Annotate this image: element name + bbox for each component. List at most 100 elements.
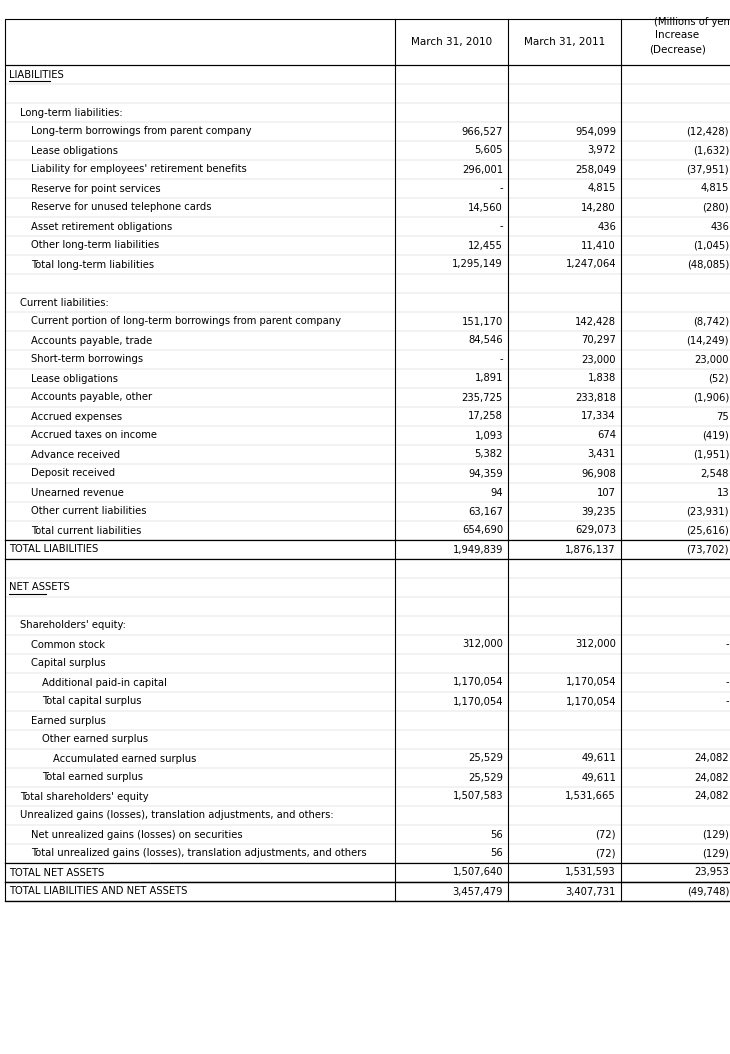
Text: 966,527: 966,527 xyxy=(461,126,503,137)
Text: Total capital surplus: Total capital surplus xyxy=(42,697,142,706)
Text: 23,000: 23,000 xyxy=(694,354,729,365)
Text: (129): (129) xyxy=(702,848,729,859)
Text: 3,457,479: 3,457,479 xyxy=(453,886,503,897)
Text: 24,082: 24,082 xyxy=(694,792,729,801)
Text: 1,531,665: 1,531,665 xyxy=(565,792,616,801)
Text: Common stock: Common stock xyxy=(31,640,105,649)
Text: 233,818: 233,818 xyxy=(575,392,616,403)
Text: Accounts payable, other: Accounts payable, other xyxy=(31,392,152,403)
Text: 107: 107 xyxy=(597,488,616,497)
Text: 94: 94 xyxy=(491,488,503,497)
Text: 84,546: 84,546 xyxy=(469,335,503,346)
Text: 1,949,839: 1,949,839 xyxy=(453,545,503,554)
Text: Liability for employees' retirement benefits: Liability for employees' retirement bene… xyxy=(31,164,247,175)
Text: Total unrealized gains (losses), translation adjustments, and others: Total unrealized gains (losses), transla… xyxy=(31,848,366,859)
Text: 1,170,054: 1,170,054 xyxy=(453,678,503,687)
Text: 56: 56 xyxy=(491,829,503,839)
Text: (72): (72) xyxy=(596,848,616,859)
Text: 1,876,137: 1,876,137 xyxy=(565,545,616,554)
Text: 954,099: 954,099 xyxy=(575,126,616,137)
Text: Capital surplus: Capital surplus xyxy=(31,659,106,668)
Text: TOTAL LIABILITIES: TOTAL LIABILITIES xyxy=(9,545,99,554)
Text: 142,428: 142,428 xyxy=(575,316,616,327)
Text: 1,247,064: 1,247,064 xyxy=(566,259,616,270)
Text: (1,951): (1,951) xyxy=(693,449,729,460)
Text: 1,531,593: 1,531,593 xyxy=(565,867,616,878)
Text: -: - xyxy=(499,354,503,365)
Text: 4,815: 4,815 xyxy=(701,183,729,194)
Text: (419): (419) xyxy=(702,430,729,441)
Text: 1,507,583: 1,507,583 xyxy=(453,792,503,801)
Text: 49,611: 49,611 xyxy=(581,754,616,763)
Text: 235,725: 235,725 xyxy=(462,392,503,403)
Text: 1,507,640: 1,507,640 xyxy=(453,867,503,878)
Text: 13: 13 xyxy=(716,488,729,497)
Text: 75: 75 xyxy=(716,411,729,422)
Text: 654,690: 654,690 xyxy=(462,526,503,535)
Text: 96,908: 96,908 xyxy=(581,468,616,479)
Text: Current portion of long-term borrowings from parent company: Current portion of long-term borrowings … xyxy=(31,316,341,327)
Text: 1,170,054: 1,170,054 xyxy=(453,697,503,706)
Text: Total earned surplus: Total earned surplus xyxy=(42,773,143,782)
Text: 5,605: 5,605 xyxy=(474,145,503,156)
Text: March 31, 2011: March 31, 2011 xyxy=(524,37,605,47)
Text: Lease obligations: Lease obligations xyxy=(31,373,118,384)
Bar xyxy=(5,19,730,65)
Text: Asset retirement obligations: Asset retirement obligations xyxy=(31,221,172,232)
Text: 24,082: 24,082 xyxy=(694,773,729,782)
Text: Increase
(Decrease): Increase (Decrease) xyxy=(649,30,706,54)
Text: Reserve for point services: Reserve for point services xyxy=(31,183,161,194)
Text: Accrued expenses: Accrued expenses xyxy=(31,411,122,422)
Text: 2,548: 2,548 xyxy=(701,468,729,479)
Text: Long-term borrowings from parent company: Long-term borrowings from parent company xyxy=(31,126,252,137)
Text: March 31, 2010: March 31, 2010 xyxy=(411,37,492,47)
Text: (52): (52) xyxy=(709,373,729,384)
Text: Earned surplus: Earned surplus xyxy=(31,716,106,725)
Text: (37,951): (37,951) xyxy=(686,164,729,175)
Text: Accumulated earned surplus: Accumulated earned surplus xyxy=(53,754,196,763)
Text: (1,045): (1,045) xyxy=(693,240,729,251)
Text: Additional paid-in capital: Additional paid-in capital xyxy=(42,678,167,687)
Text: (1,632): (1,632) xyxy=(693,145,729,156)
Text: 49,611: 49,611 xyxy=(581,773,616,782)
Text: 5,382: 5,382 xyxy=(474,449,503,460)
Text: Total long-term liabilities: Total long-term liabilities xyxy=(31,259,154,270)
Text: Deposit received: Deposit received xyxy=(31,468,115,479)
Text: (14,249): (14,249) xyxy=(686,335,729,346)
Text: Short-term borrowings: Short-term borrowings xyxy=(31,354,143,365)
Text: Advance received: Advance received xyxy=(31,449,120,460)
Text: 23,000: 23,000 xyxy=(582,354,616,365)
Text: 312,000: 312,000 xyxy=(462,640,503,649)
Text: Long-term liabilities:: Long-term liabilities: xyxy=(20,108,123,117)
Text: 25,529: 25,529 xyxy=(468,773,503,782)
Text: -: - xyxy=(499,183,503,194)
Text: 296,001: 296,001 xyxy=(462,164,503,175)
Text: 312,000: 312,000 xyxy=(575,640,616,649)
Text: 1,891: 1,891 xyxy=(474,373,503,384)
Text: 63,167: 63,167 xyxy=(468,507,503,516)
Text: 94,359: 94,359 xyxy=(468,468,503,479)
Text: (1,906): (1,906) xyxy=(693,392,729,403)
Text: 70,297: 70,297 xyxy=(581,335,616,346)
Text: 1,170,054: 1,170,054 xyxy=(566,678,616,687)
Text: (129): (129) xyxy=(702,829,729,839)
Text: Unearned revenue: Unearned revenue xyxy=(31,488,124,497)
Text: -: - xyxy=(726,678,729,687)
Text: 12,455: 12,455 xyxy=(468,240,503,251)
Text: 3,972: 3,972 xyxy=(588,145,616,156)
Text: (12,428): (12,428) xyxy=(686,126,729,137)
Text: 14,560: 14,560 xyxy=(468,202,503,213)
Text: 23,953: 23,953 xyxy=(694,867,729,878)
Text: NET ASSETS: NET ASSETS xyxy=(9,583,70,592)
Text: Other earned surplus: Other earned surplus xyxy=(42,735,148,744)
Text: 25,529: 25,529 xyxy=(468,754,503,763)
Text: (73,702): (73,702) xyxy=(686,545,729,554)
Text: (72): (72) xyxy=(596,829,616,839)
Text: 1,093: 1,093 xyxy=(474,430,503,441)
Text: 1,295,149: 1,295,149 xyxy=(453,259,503,270)
Text: -: - xyxy=(499,221,503,232)
Text: 17,258: 17,258 xyxy=(468,411,503,422)
Text: (49,748): (49,748) xyxy=(687,886,729,897)
Text: 14,280: 14,280 xyxy=(581,202,616,213)
Text: Accounts payable, trade: Accounts payable, trade xyxy=(31,335,153,346)
